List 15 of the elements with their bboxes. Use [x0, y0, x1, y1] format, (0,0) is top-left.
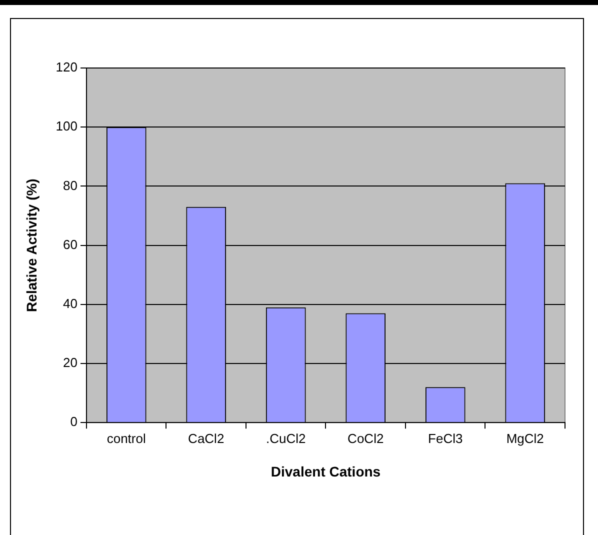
y-tick-label: 0: [70, 414, 78, 430]
x-tick-label: MgCl2: [506, 430, 544, 446]
x-tick-label: CaCl2: [188, 430, 224, 446]
y-axis-title: Relative Activity (%): [23, 178, 40, 312]
x-axis-title: Divalent Cations: [270, 463, 381, 480]
y-tick-label: 60: [63, 236, 78, 252]
y-tick-label: 40: [63, 296, 78, 311]
y-tick-label: 20: [63, 355, 78, 370]
x-tick-label: CoCl2: [348, 430, 384, 446]
x-tick-label: control: [106, 430, 146, 446]
x-tick-label: FeCl3: [428, 430, 463, 446]
y-tick-label: 120: [56, 60, 78, 75]
y-tick-label: 80: [63, 178, 78, 193]
y-tick-label: 100: [56, 118, 78, 134]
x-tick-label: .CuCl2: [266, 430, 306, 446]
